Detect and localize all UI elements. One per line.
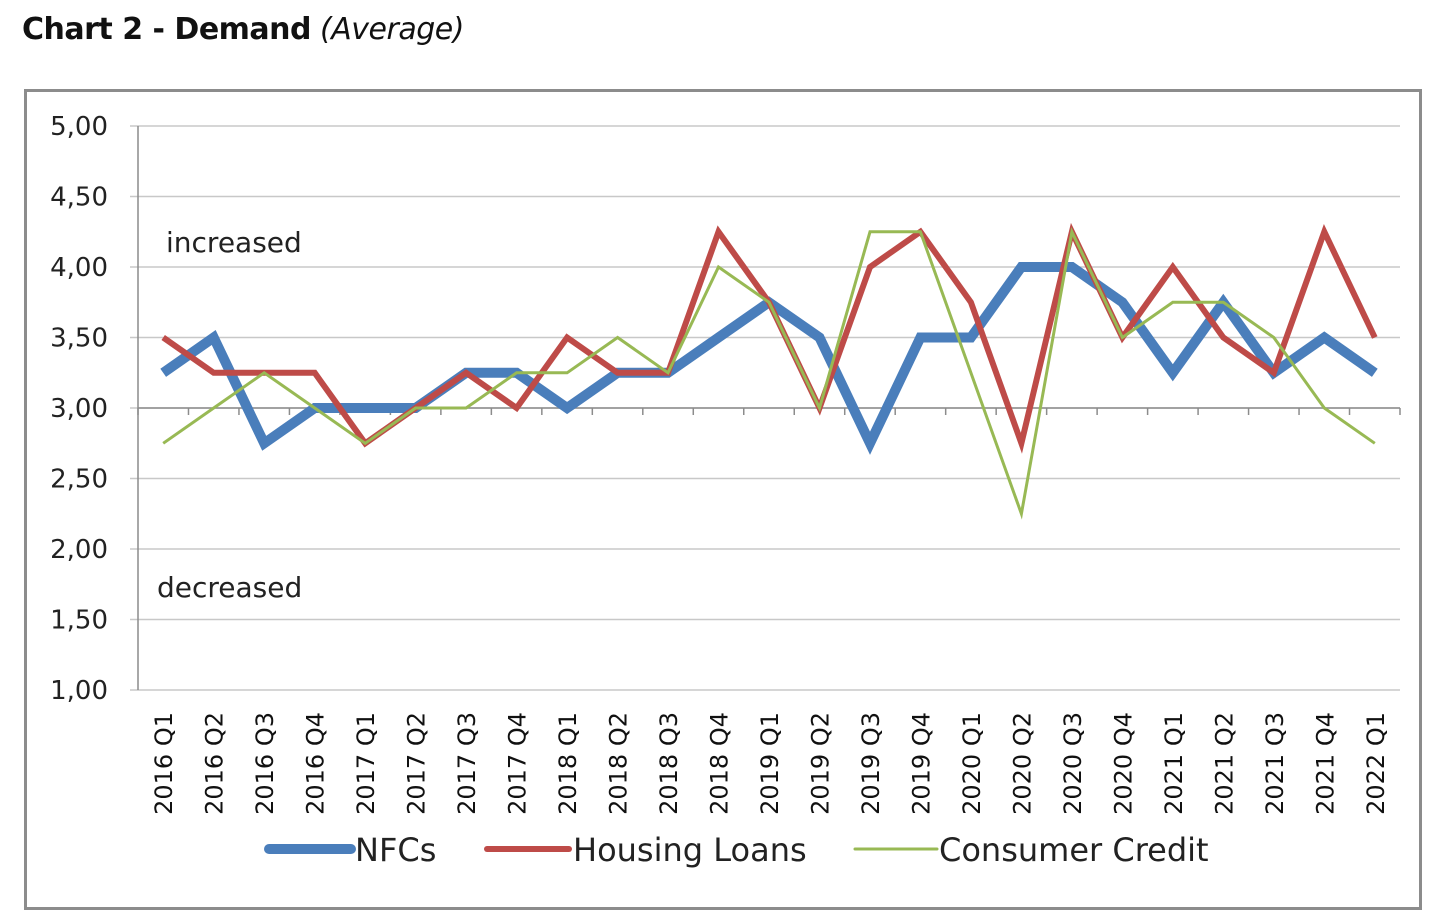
x-tick-label: 2020 Q3 [1059,712,1087,815]
legend: NFCs Housing Loans Consumer Credit [264,831,1209,869]
x-tick-label: 2016 Q4 [302,712,330,815]
y-tick-label: 3,00 [50,394,108,424]
y-tick-labels: 1,00 1,50 2,00 2,50 3,00 3,50 4,00 4,50 5,00 [50,112,108,706]
y-tick-label: 2,50 [50,465,108,495]
series-lines [160,222,1378,520]
x-tick-label: 2017 Q3 [453,712,481,815]
x-tick-labels: 2016 Q1 2016 Q2 2016 Q3 2016 Q4 2017 Q1 2017 … [150,712,1390,815]
x-tick-label: 2019 Q3 [857,712,885,815]
chart-heading: Chart 2 - Demand (Average) [22,12,464,47]
series-line-2 [162,226,1376,520]
x-tick-label: 2018 Q1 [554,712,582,815]
x-tick-label: 2017 Q1 [352,712,380,815]
x-tick-label: 2017 Q2 [403,712,431,815]
y-tick-label: 1,50 [50,606,108,636]
x-tick-label: 2018 Q3 [655,712,683,815]
legend-label: Consumer Credit [939,831,1209,869]
annotation-increased: increased [166,226,302,259]
x-tick-label: 2019 Q2 [806,712,834,815]
x-tick-label: 2021 Q3 [1261,712,1289,815]
y-tick-label: 4,00 [50,253,108,283]
y-tick-label: 1,00 [50,676,108,706]
chart-frame: 1,00 1,50 2,00 2,50 3,00 3,50 4,00 4,50 5,00 201… [24,89,1422,910]
x-tick-label: 2016 Q3 [251,712,279,815]
x-tick-label: 2018 Q4 [706,712,734,815]
x-tick-label: 2016 Q2 [201,712,229,815]
chart-subtitle: (Average) [320,12,464,47]
x-tick-label: 2020 Q2 [1008,712,1036,815]
x-tick-label: 2019 Q1 [756,712,784,815]
x-tick-label: 2017 Q4 [504,712,532,815]
x-tick-label: 2022 Q1 [1362,712,1390,815]
chart-title: Chart 2 - Demand [22,12,312,47]
x-tick-label: 2018 Q2 [605,712,633,815]
legend-label: Housing Loans [573,831,807,869]
y-tick-label: 5,00 [50,112,108,142]
x-tick-label: 2020 Q4 [1109,712,1137,815]
y-tick-label: 3,50 [50,324,108,354]
x-tick-label: 2020 Q1 [958,712,986,815]
x-tick-label: 2021 Q4 [1311,712,1339,815]
x-tick-label: 2021 Q2 [1210,712,1238,815]
y-tick-label: 4,50 [50,183,108,213]
legend-label: NFCs [355,831,436,869]
x-tick-label: 2016 Q1 [150,712,178,815]
x-tick-label: 2021 Q1 [1160,712,1188,815]
y-tick-label: 2,00 [50,535,108,565]
annotation-decreased: decreased [157,571,302,604]
line-chart: 1,00 1,50 2,00 2,50 3,00 3,50 4,00 4,50 5,00 201… [50,112,1401,869]
x-tick-label: 2019 Q4 [907,712,935,815]
